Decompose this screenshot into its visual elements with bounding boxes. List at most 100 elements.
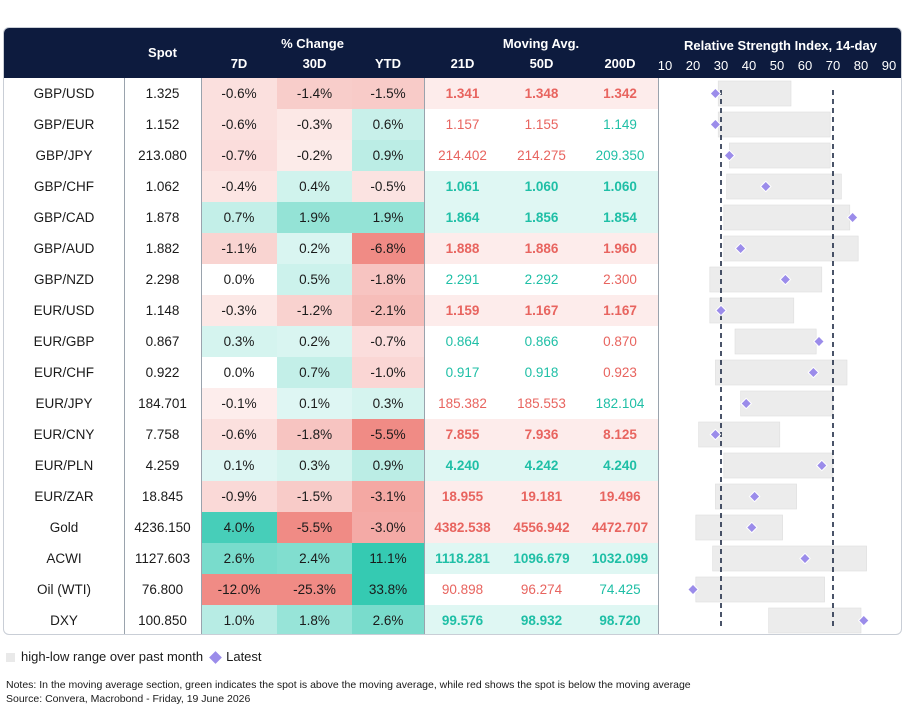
moving-avg-ma50: 2.292 xyxy=(524,272,559,287)
pct-change-d7: 0.7% xyxy=(201,202,277,233)
pct-change-d30: -0.3% xyxy=(277,109,352,140)
row-spot: 213.080 xyxy=(138,148,187,163)
pct-change-d7: 1.0% xyxy=(201,605,277,634)
row-spot: 76.800 xyxy=(141,582,184,597)
legend-latest-label: Latest xyxy=(226,649,262,664)
pct-change-ytd: 33.8% xyxy=(352,574,424,605)
table-row: EUR/USD 1.148 -0.3% -1.2% -2.1% 1.159 1.167 1.1… xyxy=(4,295,901,326)
moving-avg-ma200: 182.104 xyxy=(595,396,645,411)
pct-change-ytd: -1.8% xyxy=(352,264,424,295)
moving-avg-ma50: 19.181 xyxy=(501,481,582,512)
row-name: GBP/AUD xyxy=(33,241,95,256)
row-spot: 0.867 xyxy=(145,334,180,349)
pct-change-d7: -0.4% xyxy=(201,171,277,202)
moving-avg-ma200: 0.923 xyxy=(603,365,637,380)
moving-avg-ma200: 4472.707 xyxy=(582,512,658,543)
header-moving-avg: Moving Avg. xyxy=(502,36,580,51)
row-spot: 1.325 xyxy=(145,86,180,101)
rsi-tick-label: 90 xyxy=(881,58,897,73)
row-spot: 4.259 xyxy=(145,458,180,473)
row-spot: 4236.150 xyxy=(134,520,191,535)
moving-avg-ma21: 0.917 xyxy=(445,365,480,380)
divider-ma-right xyxy=(658,78,659,634)
table-row: GBP/USD 1.325 -0.6% -1.4% -1.5% 1.341 1.348 1.3… xyxy=(4,78,901,109)
rsi-tick-label: 80 xyxy=(853,58,869,73)
moving-avg-ma21: 1.864 xyxy=(424,202,501,233)
table-row: EUR/PLN 4.259 0.1% 0.3% 0.9% 4.240 4.242 4.240 xyxy=(4,450,901,481)
pct-change-ytd: -0.7% xyxy=(352,326,424,357)
row-spot: 1.062 xyxy=(145,179,180,194)
row-spot: 1.152 xyxy=(145,117,180,132)
pct-change-ytd: 2.6% xyxy=(352,605,424,634)
row-name: GBP/JPY xyxy=(35,148,93,163)
pct-change-ytd: -3.0% xyxy=(352,512,424,543)
fx-table-panel: Spot % Change 7D 30D YTD Moving Avg. 21D… xyxy=(3,27,902,635)
table-row: GBP/NZD 2.298 0.0% 0.5% -1.8% 2.291 2.292 2.300 xyxy=(4,264,901,295)
header-7d: 7D xyxy=(230,56,248,71)
moving-avg-ma200: 1032.099 xyxy=(582,543,658,574)
row-name: GBP/CHF xyxy=(33,179,94,194)
row-name: GBP/EUR xyxy=(33,117,95,132)
row-spot: 7.758 xyxy=(145,427,180,442)
pct-change-ytd: -0.5% xyxy=(352,171,424,202)
moving-avg-ma50: 0.918 xyxy=(524,365,559,380)
moving-avg-ma200: 2.300 xyxy=(603,272,637,287)
moving-avg-ma50: 1.886 xyxy=(501,233,582,264)
pct-change-d7: -0.6% xyxy=(201,78,277,109)
pct-change-d30: 0.5% xyxy=(277,264,352,295)
pct-change-d7: 0.0% xyxy=(223,272,255,287)
moving-avg-ma21: 99.576 xyxy=(424,605,501,634)
moving-avg-ma21: 1.341 xyxy=(424,78,501,109)
row-name: EUR/CHF xyxy=(34,365,94,380)
pct-change-d7: -0.7% xyxy=(201,140,277,171)
table-row: GBP/AUD 1.882 -1.1% 0.2% -6.8% 1.888 1.886 1.96… xyxy=(4,233,901,264)
notes: Notes: In the moving average section, gr… xyxy=(6,678,691,706)
moving-avg-ma200: 98.720 xyxy=(582,605,658,634)
row-name: EUR/JPY xyxy=(35,396,93,411)
table-row: ACWI 1127.603 2.6% 2.4% 11.1% 1118.281 1096.67… xyxy=(4,543,901,574)
pct-change-d30: -1.5% xyxy=(277,481,352,512)
source-line: Source: Convera, Macrobond - Friday, 19 … xyxy=(6,693,251,705)
divider-change-right xyxy=(424,78,425,634)
moving-avg-ma21: 7.855 xyxy=(424,419,501,450)
row-name: GBP/USD xyxy=(33,86,95,101)
row-spot: 100.850 xyxy=(138,613,187,628)
table-row: GBP/CHF 1.062 -0.4% 0.4% -0.5% 1.061 1.060 1.06… xyxy=(4,171,901,202)
pct-change-d30: 0.1% xyxy=(277,388,352,419)
table-row: EUR/CHF 0.922 0.0% 0.7% -1.0% 0.917 0.918 0.923 xyxy=(4,357,901,388)
row-spot: 184.701 xyxy=(138,396,187,411)
row-name: EUR/CNY xyxy=(33,427,95,442)
moving-avg-ma200: 1.167 xyxy=(582,295,658,326)
row-name: EUR/PLN xyxy=(34,458,94,473)
pct-change-d30: 1.9% xyxy=(277,202,352,233)
pct-change-ytd: -1.0% xyxy=(352,357,424,388)
row-spot: 18.845 xyxy=(141,489,184,504)
pct-change-ytd: -5.5% xyxy=(352,419,424,450)
moving-avg-ma200: 74.425 xyxy=(599,582,641,597)
moving-avg-ma21: 4.240 xyxy=(424,450,501,481)
row-name: Gold xyxy=(49,520,79,535)
header-rsi-title: Relative Strength Index, 14-day xyxy=(684,38,877,53)
header-200d: 200D xyxy=(604,56,636,71)
moving-avg-ma50: 7.936 xyxy=(501,419,582,450)
pct-change-ytd: -1.5% xyxy=(352,78,424,109)
legend-range-swatch xyxy=(6,653,15,663)
legend-latest-diamond xyxy=(209,651,222,664)
moving-avg-ma200: 19.496 xyxy=(582,481,658,512)
moving-avg-ma50: 1.348 xyxy=(501,78,582,109)
table-row: Oil (WTI) 76.800 -12.0% -25.3% 33.8% 90.898 96… xyxy=(4,574,901,605)
table-row: EUR/JPY 184.701 -0.1% 0.1% 0.3% 185.382 185.55… xyxy=(4,388,901,419)
pct-change-d30: 0.4% xyxy=(277,171,352,202)
pct-change-d7: -0.6% xyxy=(201,419,277,450)
header-50d: 50D xyxy=(529,56,554,71)
row-name: GBP/CAD xyxy=(33,210,95,225)
pct-change-d30: -25.3% xyxy=(277,574,352,605)
moving-avg-ma50: 214.275 xyxy=(517,148,566,163)
pct-change-d7: 0.3% xyxy=(201,326,277,357)
moving-avg-ma21: 1.061 xyxy=(424,171,501,202)
pct-change-d7: -0.9% xyxy=(201,481,277,512)
moving-avg-ma200: 4.240 xyxy=(582,450,658,481)
row-spot: 2.298 xyxy=(145,272,180,287)
pct-change-d7: -0.6% xyxy=(201,109,277,140)
header-30d: 30D xyxy=(302,56,327,71)
